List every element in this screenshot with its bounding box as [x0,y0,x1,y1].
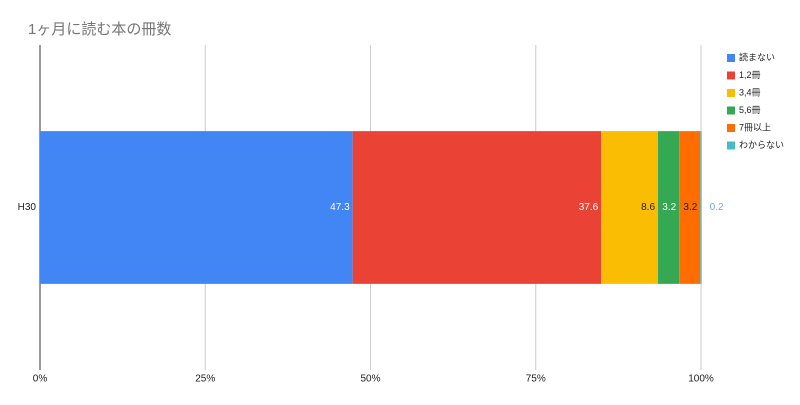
legend-label: 7冊以上 [739,122,771,132]
legend-swatch [727,89,735,97]
legend-label: 5,6冊 [739,105,761,115]
legend-label: わからない [739,140,784,150]
x-tick-label: 25% [195,374,215,385]
x-tick-label: 100% [688,374,714,385]
legend-label: 1,2冊 [739,70,761,80]
data-label: 37.6 [579,202,599,213]
legend-label: 3,4冊 [739,87,761,97]
bar-segment [352,131,602,284]
x-tick-label: 50% [360,374,380,385]
legend-swatch [727,141,735,150]
data-label: 3.2 [662,202,676,213]
data-label: 8.6 [641,202,655,213]
legend-swatch [727,54,735,62]
bar-segment [40,131,353,284]
legend-swatch [727,106,735,115]
x-tick-label: 75% [526,374,546,385]
bar-segment [658,131,680,284]
legend-label: 読まない [739,51,775,62]
data-label: 3.2 [683,202,697,213]
y-tick-label: H30 [18,202,37,213]
bar-segment [601,131,659,284]
data-label: 47.3 [330,202,350,213]
x-tick-label: 0% [33,374,48,385]
bar-segment [700,131,702,284]
chart-title: 1ヶ月に読む本の冊数 [28,21,171,38]
legend-swatch [727,124,735,132]
legend-swatch [727,71,735,80]
data-label: 0.2 [710,202,724,213]
bar-segment [679,131,701,284]
